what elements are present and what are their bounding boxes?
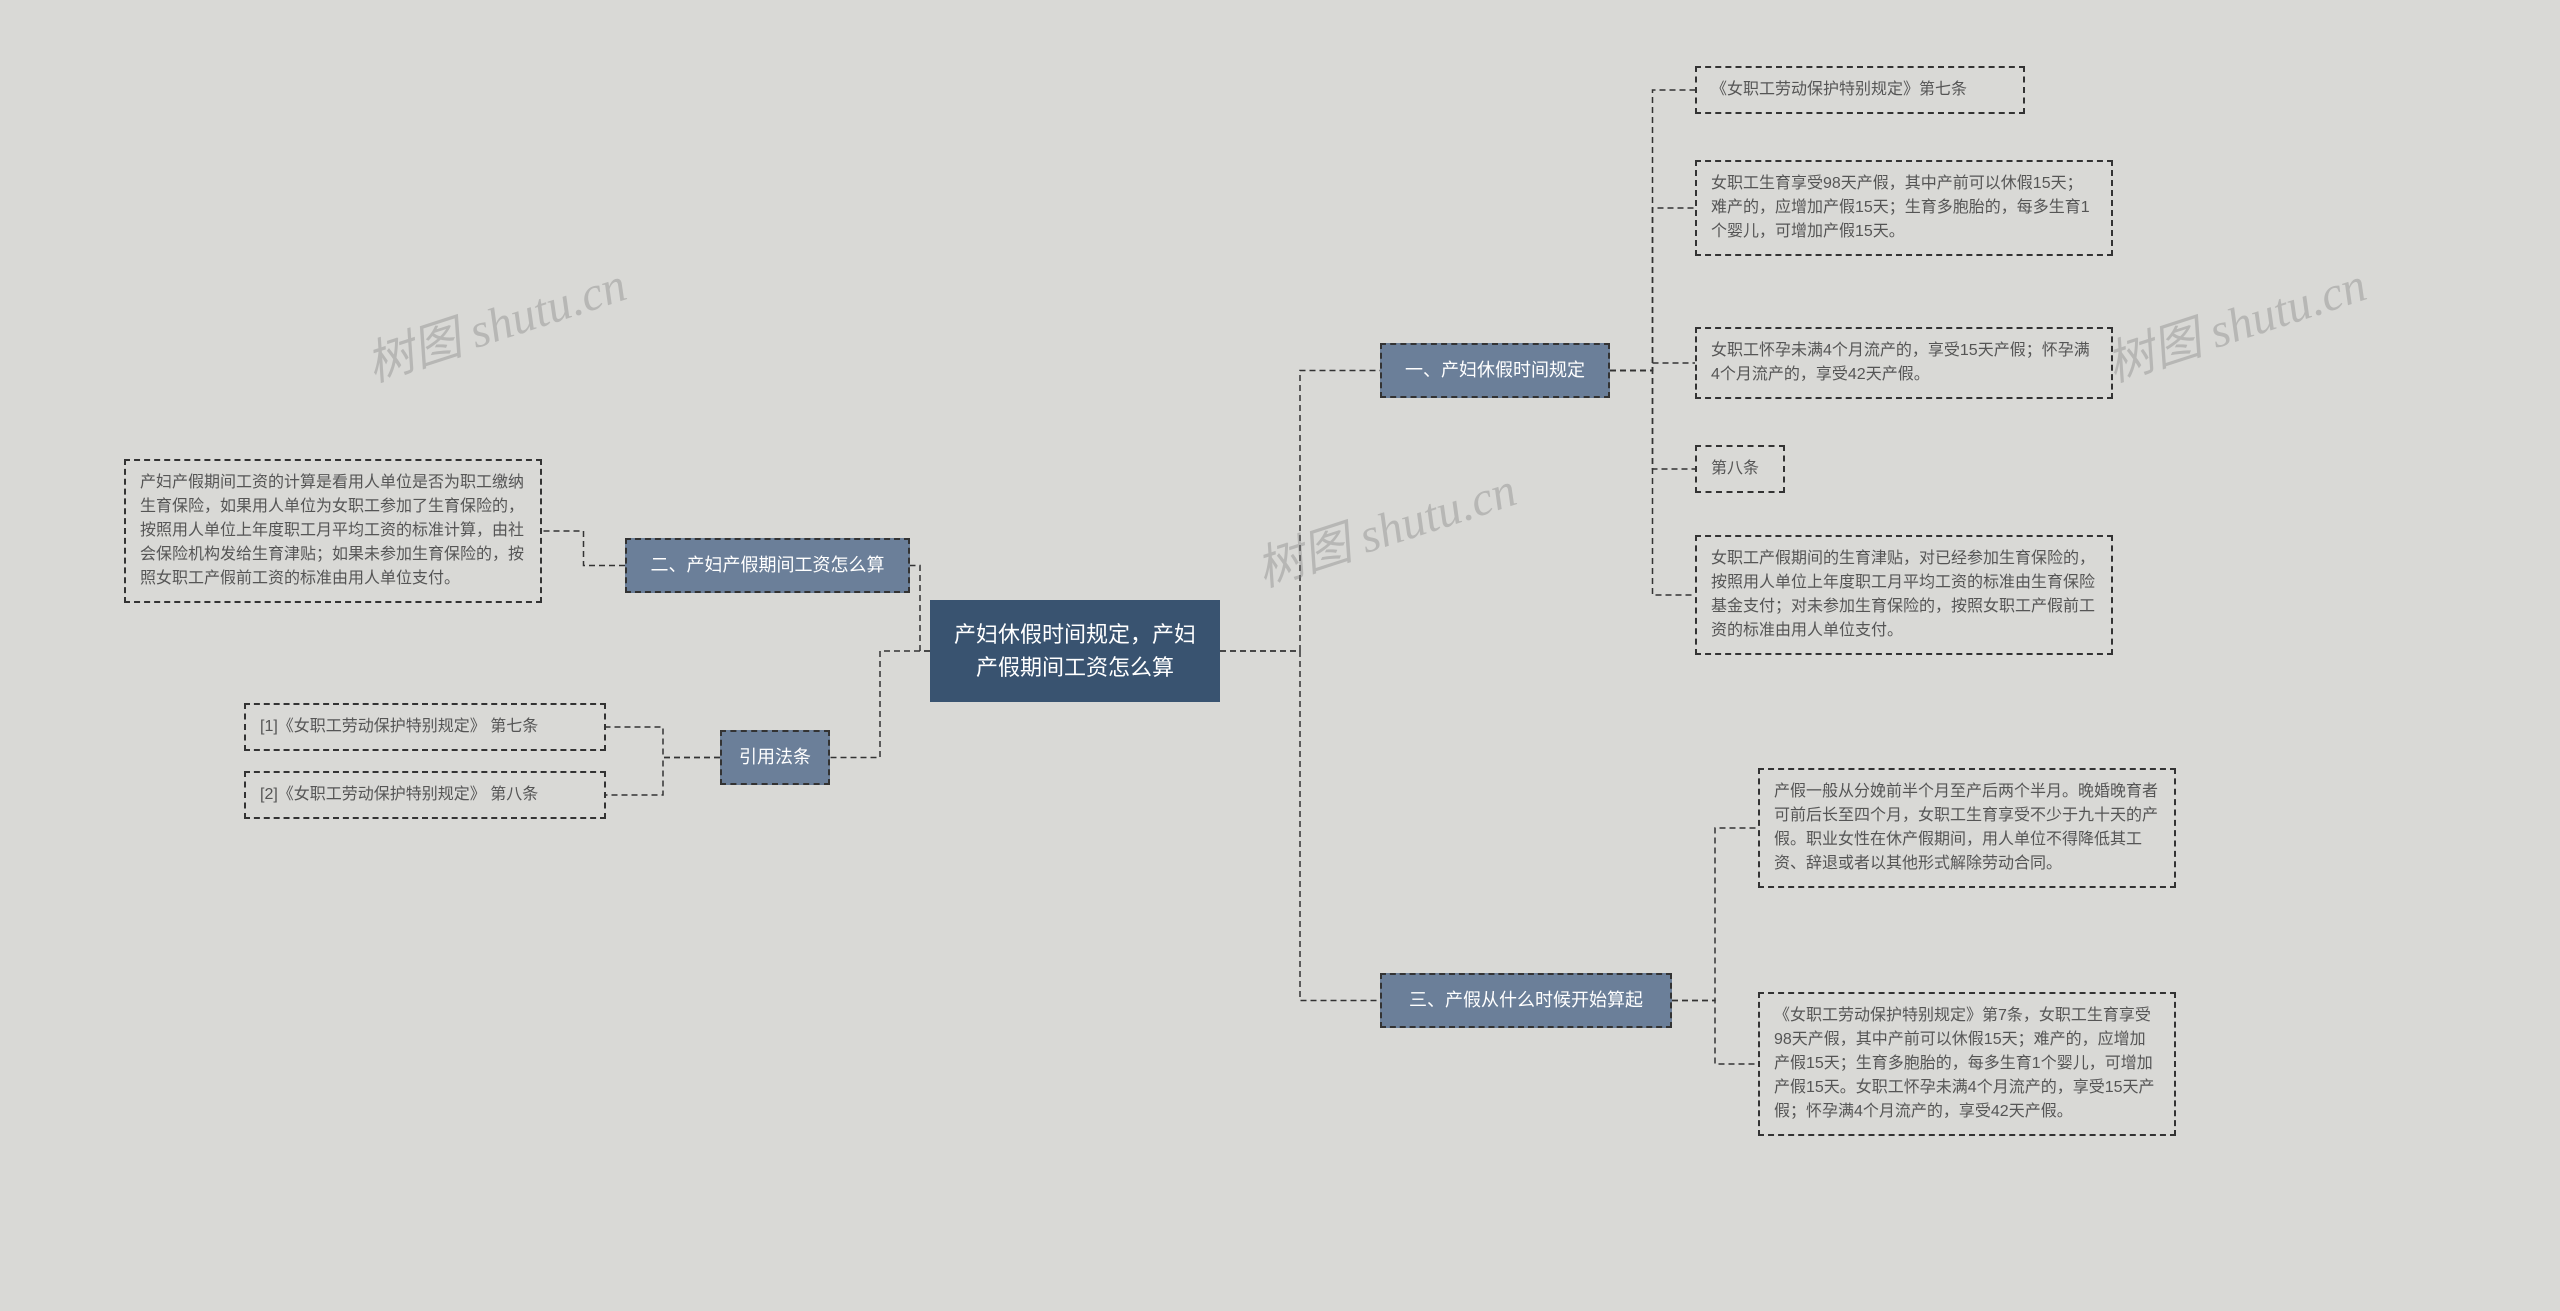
- leaf-4-2-text: [2]《女职工劳动保护特别规定》 第八条: [260, 786, 538, 803]
- leaf-1-2-text: 女职工生育享受98天产假，其中产前可以休假15天；难产的，应增加产假15天；生育…: [1711, 175, 2090, 240]
- leaf-3-1-text: 产假一般从分娩前半个月至产后两个半月。晚婚晚育者可前后长至四个月，女职工生育享受…: [1774, 783, 2158, 872]
- leaf-1-1-text: 《女职工劳动保护特别规定》第七条: [1711, 81, 1967, 98]
- root-line2: 产假期间工资怎么算: [952, 651, 1198, 684]
- leaf-2-1-text: 产妇产假期间工资的计算是看用人单位是否为职工缴纳生育保险，如果用人单位为女职工参…: [140, 474, 524, 587]
- branch-1[interactable]: 一、产妇休假时间规定: [1380, 343, 1610, 398]
- root-line1: 产妇休假时间规定，产妇: [952, 618, 1198, 651]
- branch-3[interactable]: 三、产假从什么时候开始算起: [1380, 973, 1672, 1028]
- root-node[interactable]: 产妇休假时间规定，产妇 产假期间工资怎么算: [930, 600, 1220, 702]
- connectors-layer: [0, 0, 2560, 1311]
- leaf-4-1[interactable]: [1]《女职工劳动保护特别规定》 第七条: [244, 703, 606, 751]
- leaf-1-3[interactable]: 女职工怀孕未满4个月流产的，享受15天产假；怀孕满4个月流产的，享受42天产假。: [1695, 327, 2113, 399]
- branch-1-label: 一、产妇休假时间规定: [1405, 360, 1585, 380]
- leaf-3-2[interactable]: 《女职工劳动保护特别规定》第7条，女职工生育享受98天产假，其中产前可以休假15…: [1758, 992, 2176, 1136]
- leaf-3-2-text: 《女职工劳动保护特别规定》第7条，女职工生育享受98天产假，其中产前可以休假15…: [1774, 1007, 2155, 1120]
- leaf-1-1[interactable]: 《女职工劳动保护特别规定》第七条: [1695, 66, 2025, 114]
- branch-2-label: 二、产妇产假期间工资怎么算: [651, 555, 885, 575]
- leaf-1-5-text: 女职工产假期间的生育津贴，对已经参加生育保险的，按照用人单位上年度职工月平均工资…: [1711, 550, 2095, 639]
- leaf-4-2[interactable]: [2]《女职工劳动保护特别规定》 第八条: [244, 771, 606, 819]
- branch-4-label: 引用法条: [739, 747, 811, 767]
- watermark-2: 树图 shutu.cn: [2096, 245, 2374, 395]
- branch-3-label: 三、产假从什么时候开始算起: [1409, 990, 1643, 1010]
- leaf-1-5[interactable]: 女职工产假期间的生育津贴，对已经参加生育保险的，按照用人单位上年度职工月平均工资…: [1695, 535, 2113, 655]
- leaf-1-4-text: 第八条: [1711, 460, 1759, 477]
- watermark-0: 树图 shutu.cn: [356, 245, 634, 395]
- leaf-2-1[interactable]: 产妇产假期间工资的计算是看用人单位是否为职工缴纳生育保险，如果用人单位为女职工参…: [124, 459, 542, 603]
- leaf-1-4[interactable]: 第八条: [1695, 445, 1785, 493]
- branch-4[interactable]: 引用法条: [720, 730, 830, 785]
- leaf-3-1[interactable]: 产假一般从分娩前半个月至产后两个半月。晚婚晚育者可前后长至四个月，女职工生育享受…: [1758, 768, 2176, 888]
- leaf-1-3-text: 女职工怀孕未满4个月流产的，享受15天产假；怀孕满4个月流产的，享受42天产假。: [1711, 342, 2090, 383]
- leaf-4-1-text: [1]《女职工劳动保护特别规定》 第七条: [260, 718, 538, 735]
- watermark-1: 树图 shutu.cn: [1246, 450, 1524, 600]
- leaf-1-2[interactable]: 女职工生育享受98天产假，其中产前可以休假15天；难产的，应增加产假15天；生育…: [1695, 160, 2113, 256]
- branch-2[interactable]: 二、产妇产假期间工资怎么算: [625, 538, 910, 593]
